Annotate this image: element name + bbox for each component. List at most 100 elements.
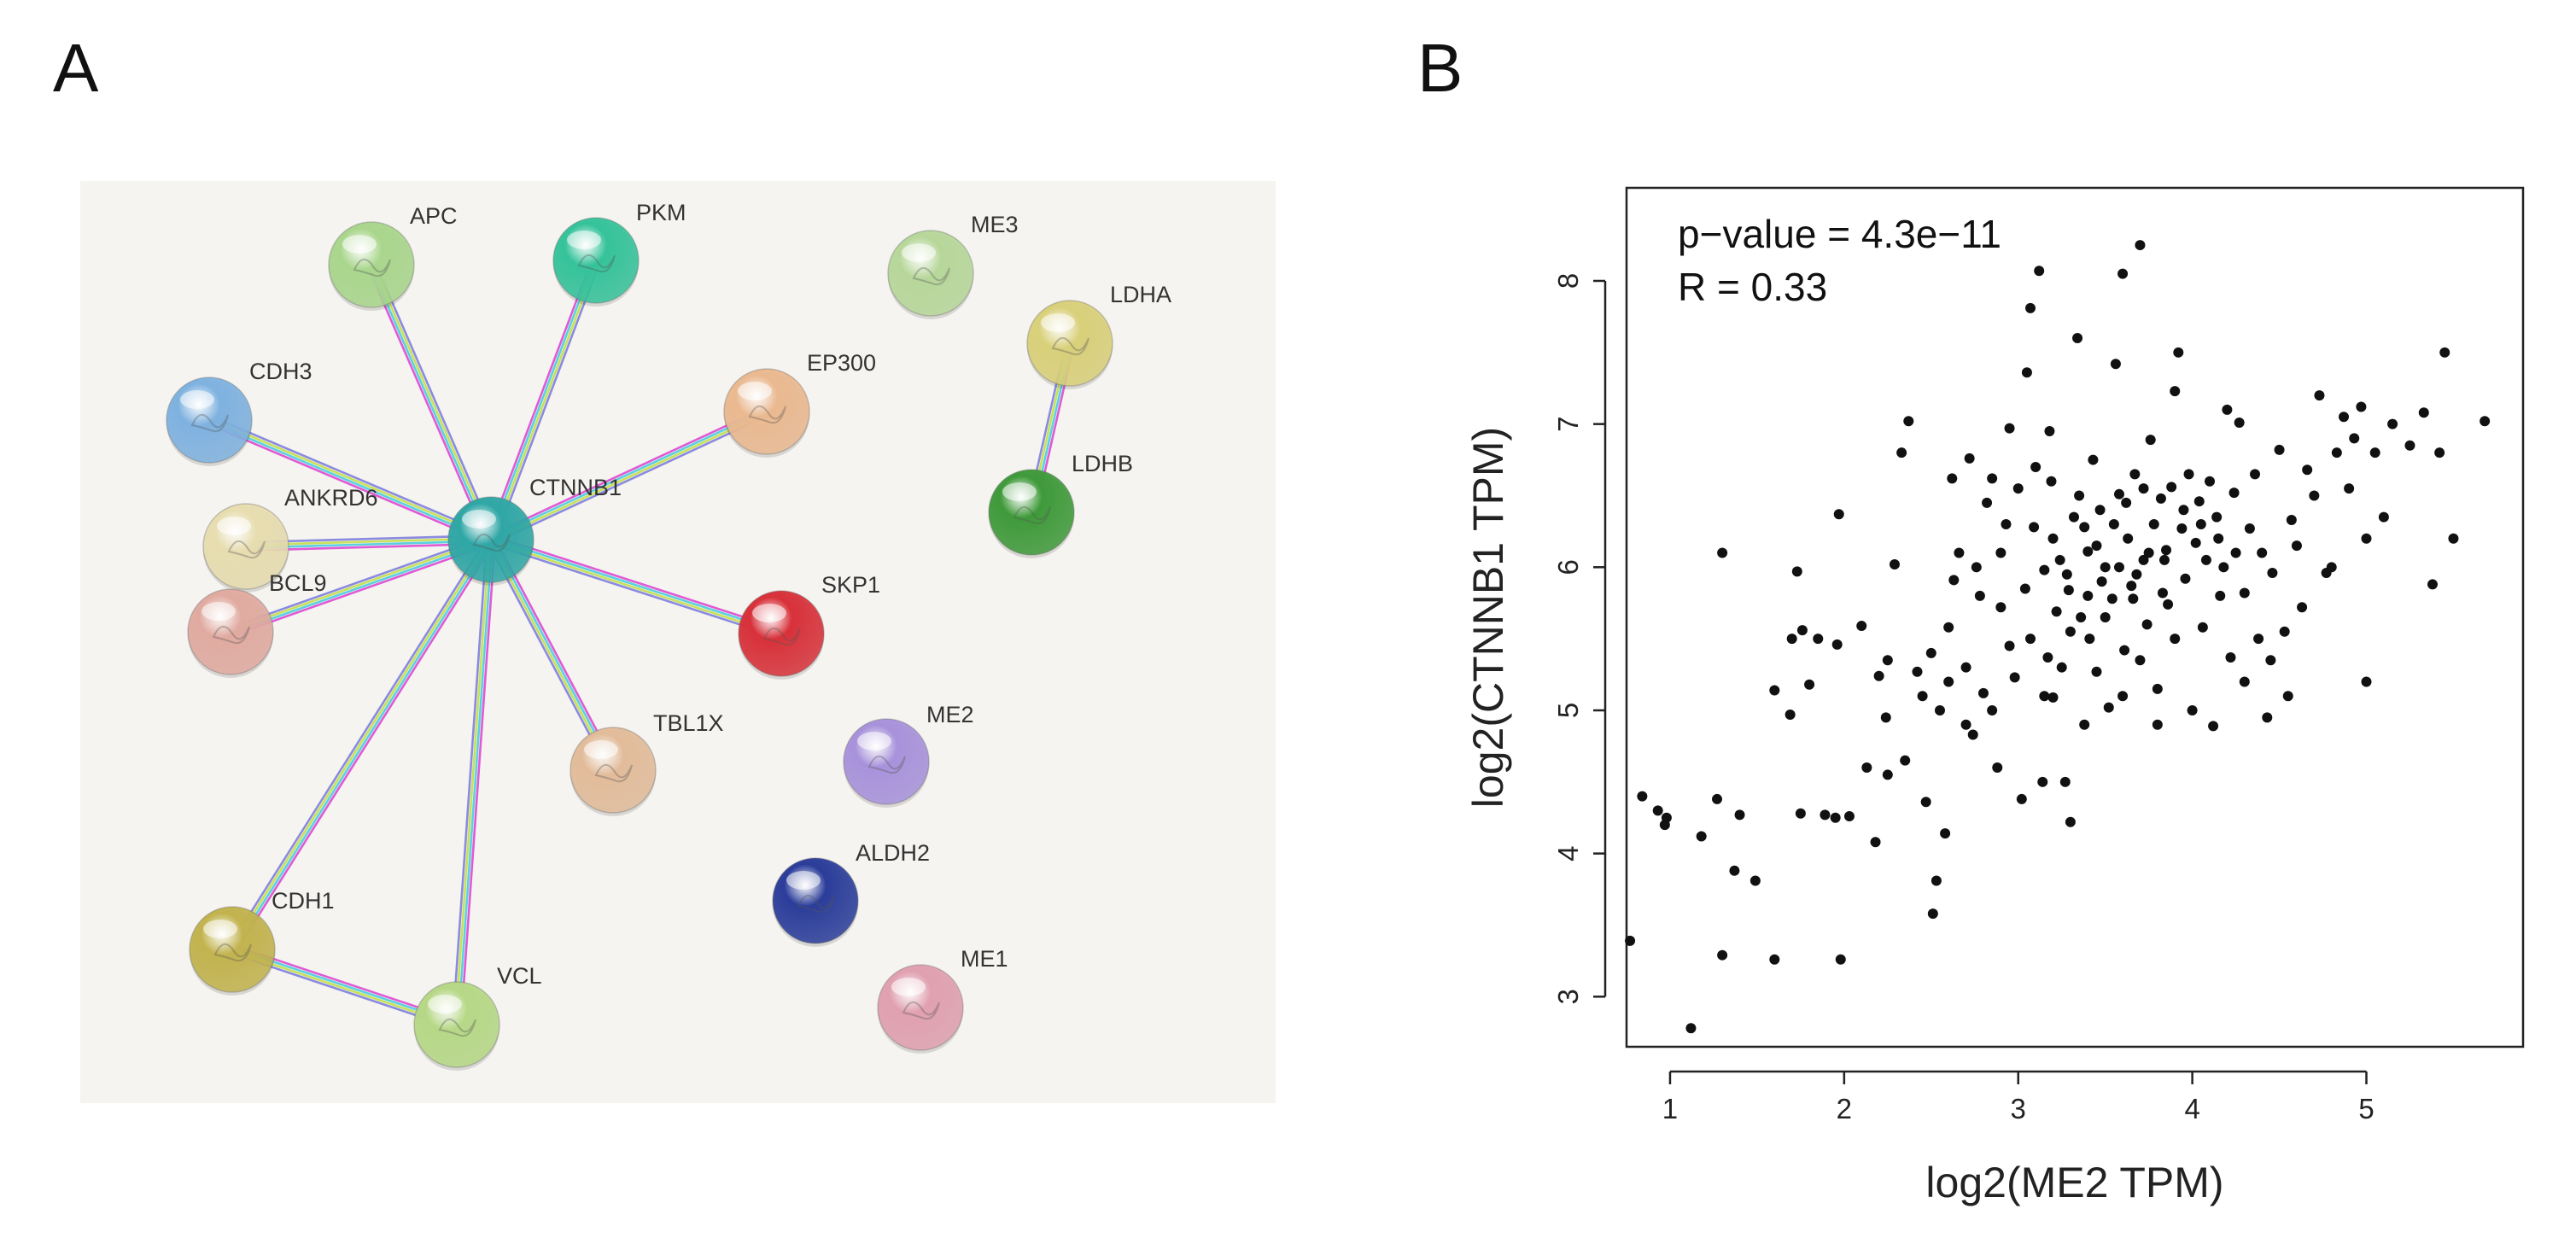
data-point	[2094, 505, 2106, 516]
node-vcl[interactable]: VCL	[413, 963, 542, 1071]
node-label-ankrd6: ANKRD6	[284, 485, 378, 511]
data-point	[1717, 949, 1728, 961]
node-pkm[interactable]: PKM	[552, 200, 686, 307]
data-point	[2200, 554, 2211, 565]
data-point	[2108, 519, 2119, 530]
data-point	[1769, 685, 1780, 696]
node-cdh3[interactable]: CDH3	[166, 359, 313, 466]
node-ep300[interactable]: EP300	[723, 350, 876, 458]
data-point	[2068, 511, 2079, 523]
data-point	[2230, 547, 2241, 558]
data-point	[2123, 533, 2134, 544]
data-point	[2309, 490, 2320, 501]
data-point	[2100, 612, 2111, 622]
edge-ctnnb1-apc	[366, 262, 496, 542]
data-point	[2326, 562, 2337, 573]
data-point	[1960, 719, 1971, 730]
data-point	[2082, 590, 2094, 601]
data-point	[2117, 268, 2129, 279]
data-point	[1940, 828, 1951, 839]
data-point	[2037, 776, 2048, 787]
data-point	[2418, 407, 2429, 418]
data-point	[1786, 634, 1797, 645]
node-label-pkm: PKM	[636, 200, 686, 225]
data-point	[2239, 676, 2250, 687]
data-point	[2356, 401, 2367, 412]
data-point	[2019, 583, 2030, 594]
node-me3[interactable]: ME3	[887, 212, 1019, 319]
data-point	[2030, 461, 2042, 472]
data-point	[2135, 240, 2146, 251]
node-me2[interactable]: ME2	[843, 702, 974, 808]
data-point	[2091, 666, 2102, 677]
data-point	[2187, 704, 2198, 715]
panel-label-b: B	[1417, 30, 1463, 106]
x-tick-label: 1	[1662, 1093, 1678, 1124]
data-point	[2157, 587, 2168, 599]
data-point	[1835, 954, 1846, 965]
data-point	[2004, 640, 2015, 651]
node-me1[interactable]: ME1	[877, 946, 1008, 1054]
data-point	[2369, 447, 2380, 458]
node-skp1[interactable]: SKP1	[738, 572, 880, 680]
data-point	[2117, 691, 2129, 702]
data-point	[1925, 647, 1936, 658]
data-point	[1967, 729, 1978, 740]
node-ldhb[interactable]: LDHB	[988, 451, 1133, 558]
data-point	[1971, 562, 1982, 573]
node-apc[interactable]: APC	[328, 203, 458, 311]
data-point	[2291, 540, 2302, 552]
data-point	[2218, 562, 2229, 573]
data-point	[1873, 670, 1884, 681]
node-aldh2[interactable]: ALDH2	[772, 840, 930, 947]
data-point	[1889, 558, 1900, 569]
node-tbl1x[interactable]: TBL1X	[570, 710, 724, 816]
data-point	[2297, 602, 2308, 613]
data-point	[1830, 812, 1841, 823]
data-point	[1982, 497, 1993, 508]
data-point	[1749, 875, 1761, 886]
data-point	[1882, 655, 1893, 666]
data-point	[2119, 645, 2130, 656]
data-point	[2143, 547, 2154, 558]
data-point	[2250, 469, 2261, 480]
node-ankrd6[interactable]: ANKRD6	[202, 485, 378, 593]
y-tick-label: 5	[1552, 703, 1584, 718]
node-bcl9[interactable]: BCL9	[187, 570, 327, 678]
data-point	[2054, 554, 2065, 565]
data-point	[1661, 812, 1672, 823]
data-point	[1769, 954, 1780, 965]
data-point	[2228, 488, 2240, 499]
node-label-vcl: VCL	[497, 963, 542, 989]
data-point	[2208, 721, 2219, 732]
node-cdh1[interactable]: CDH1	[189, 888, 335, 996]
node-label-me3: ME3	[971, 212, 1019, 237]
data-point	[2239, 587, 2250, 599]
data-point	[2121, 497, 2132, 508]
data-point	[2091, 540, 2102, 552]
data-point	[2193, 496, 2205, 507]
data-point	[2152, 719, 2163, 730]
data-point	[2113, 562, 2124, 573]
data-point	[2056, 662, 2067, 673]
data-point	[2155, 493, 2166, 504]
data-point	[2044, 426, 2055, 437]
data-point	[1995, 547, 2006, 558]
data-point	[2161, 545, 2172, 556]
data-point	[2244, 523, 2255, 534]
node-ldha[interactable]: LDHA	[1026, 282, 1171, 389]
data-point	[2074, 490, 2085, 501]
data-point	[2129, 469, 2141, 480]
data-point	[2061, 569, 2072, 580]
data-point	[1870, 837, 1881, 848]
data-point	[2225, 651, 2236, 663]
data-point	[1813, 634, 1824, 645]
node-ctnnb1[interactable]: CTNNB1	[447, 475, 622, 586]
data-point	[2176, 523, 2188, 534]
data-point	[1920, 797, 1931, 808]
data-point	[1931, 875, 1942, 886]
data-point	[2148, 519, 2159, 530]
data-point	[2178, 505, 2189, 516]
data-point	[1974, 590, 1985, 601]
node-layer: CTNNB1 APC PKM CDH3 ANKRD6 BCL9 EP300 SKP1 TBL1X…	[166, 200, 1171, 1071]
